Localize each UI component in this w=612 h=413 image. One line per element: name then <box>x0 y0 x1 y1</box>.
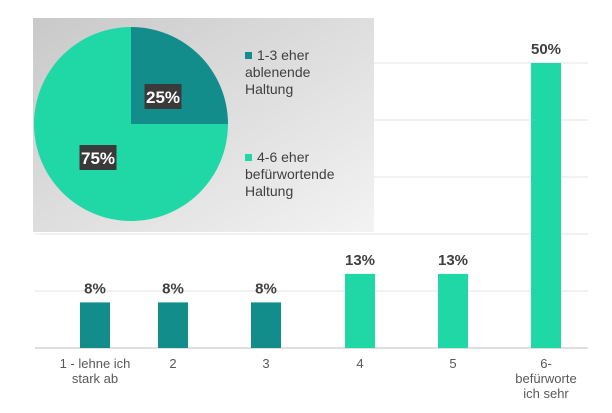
category-label: 6-befürworte ich sehr <box>515 356 576 401</box>
bar <box>158 302 188 348</box>
bar <box>438 273 468 348</box>
data-label: 8% <box>162 280 184 297</box>
legend-entry: 1-3 eher ablenende Haltung <box>245 47 311 97</box>
legend-swatch <box>245 154 252 161</box>
bar-series: 8% 8% 8% 13% 13% 50% 1 - lehne ich stark ab 2 3 4 5… <box>60 41 577 401</box>
category-label: 1 - lehne ich stark ab <box>60 356 131 386</box>
pie-data-label: 75% <box>81 149 115 168</box>
legend-swatch <box>245 52 252 59</box>
category-label: 2 <box>169 356 176 371</box>
bar <box>251 302 281 348</box>
pie-data-label: 25% <box>146 88 180 107</box>
bar <box>345 273 375 348</box>
pie-label-box <box>144 84 182 109</box>
legend-entry: 4-6 eher befürwortende Haltung <box>245 149 335 199</box>
data-label: 13% <box>345 252 375 269</box>
pie-label-box <box>79 145 117 170</box>
bar <box>80 302 110 348</box>
bar <box>531 63 561 348</box>
data-label: 8% <box>84 280 106 297</box>
category-label: 4 <box>356 356 363 371</box>
data-label: 50% <box>531 41 561 58</box>
pie-slice <box>34 27 228 221</box>
pie-inset: 25% 75% 1-3 eher ablenende Haltung 4-6 eher be… <box>33 18 374 232</box>
category-label: 3 <box>262 356 269 371</box>
category-label: 5 <box>449 356 456 371</box>
data-label: 8% <box>255 280 277 297</box>
data-label: 13% <box>438 252 468 269</box>
